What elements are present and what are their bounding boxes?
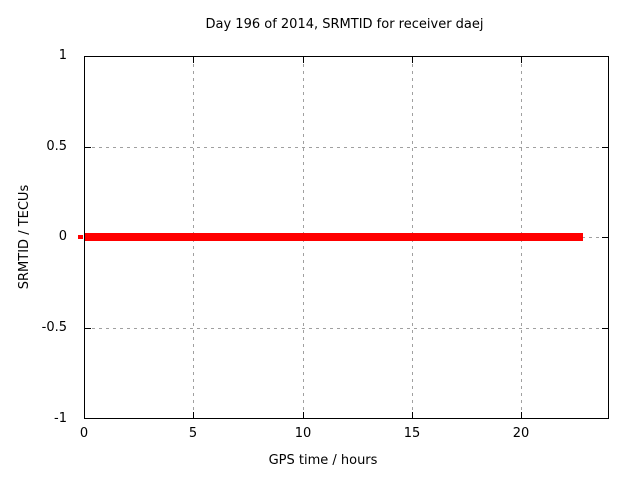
tick-left--0.5 [85, 328, 91, 329]
x-axis-label: GPS time / hours [268, 453, 378, 468]
tick-bottom-15 [412, 412, 413, 418]
x-tick-label-15: 15 [403, 426, 421, 441]
tick-bottom-10 [303, 412, 304, 418]
gridline-y-0.5 [85, 147, 608, 148]
y-tick-label-1: 1 [58, 48, 67, 63]
y-tick-label--1: -1 [54, 411, 67, 426]
tick-top-5 [193, 57, 194, 63]
tick-top-20 [521, 57, 522, 63]
x-tick-label-0: 0 [79, 426, 89, 441]
tick-top-15 [412, 57, 413, 63]
tick-right--0.5 [602, 328, 608, 329]
tick-bottom-5 [193, 412, 194, 418]
chart-title: Day 196 of 2014, SRMTID for receiver dae… [205, 17, 484, 32]
gridline-y--0.5 [85, 328, 608, 329]
series-srmtid-line [85, 233, 583, 241]
tick-bottom-20 [521, 412, 522, 418]
tick-top-10 [303, 57, 304, 63]
y-tick-label-0.5: 0.5 [46, 139, 67, 154]
y-tick-label--0.5: -0.5 [41, 320, 67, 335]
tick-left-0.5 [85, 147, 91, 148]
y-tick-label-0: 0 [58, 229, 67, 244]
x-tick-label-20: 20 [512, 426, 530, 441]
plot-area [84, 56, 609, 419]
x-tick-label-5: 5 [188, 426, 198, 441]
tick-right-0 [602, 237, 608, 238]
series-srmtid-line-end-nub [78, 235, 83, 239]
x-tick-label-10: 10 [294, 426, 312, 441]
tick-right-0.5 [602, 147, 608, 148]
